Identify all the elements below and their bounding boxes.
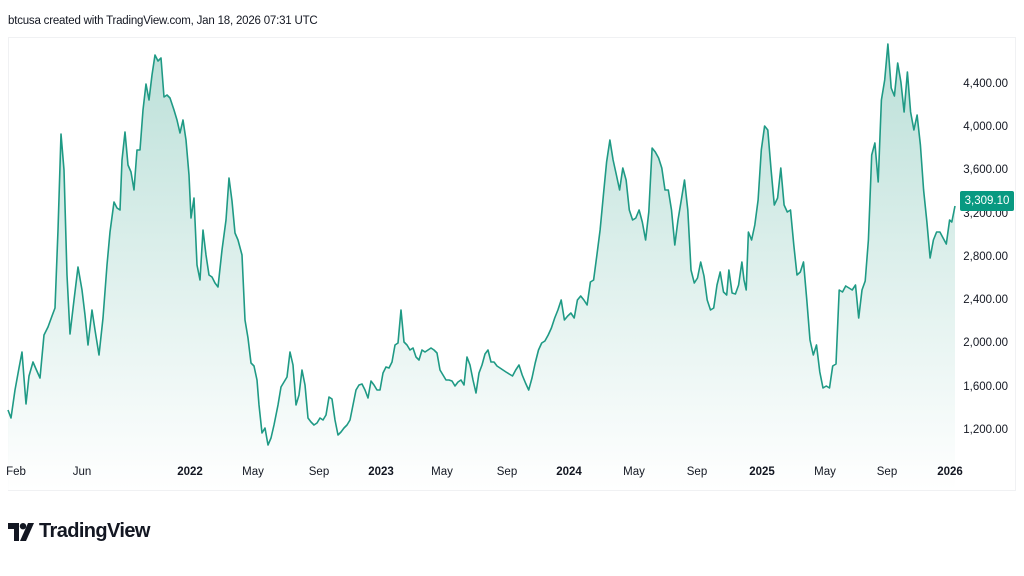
x-tick-sep-2022: Sep bbox=[308, 466, 330, 478]
tradingview-logo[interactable]: TradingView bbox=[8, 520, 150, 543]
y-tick-4400: 4,400.00 bbox=[963, 78, 1008, 90]
x-tick-feb: Feb bbox=[6, 466, 26, 478]
last-price-label: 3,309.10 bbox=[960, 191, 1014, 211]
x-tick-sep-2024: Sep bbox=[686, 466, 708, 478]
tradingview-wordmark: TradingView bbox=[39, 520, 150, 542]
y-tick-1200: 1,200.00 bbox=[963, 424, 1008, 436]
x-tick-2026: 2026 bbox=[937, 466, 963, 478]
price-area-fill bbox=[8, 44, 955, 490]
x-tick-2024: 2024 bbox=[556, 466, 582, 478]
x-tick-may-2024: May bbox=[623, 466, 645, 478]
tradingview-logo-icon bbox=[8, 522, 34, 541]
x-tick-may-2022: May bbox=[242, 466, 264, 478]
y-tick-2800: 2,800.00 bbox=[963, 251, 1008, 263]
y-tick-3200: 3,200.00 bbox=[963, 208, 1008, 220]
y-tick-3600: 3,600.00 bbox=[963, 164, 1008, 176]
y-tick-4000: 4,000.00 bbox=[963, 121, 1008, 133]
x-tick-sep-2023: Sep bbox=[496, 466, 518, 478]
x-tick-sep-2025: Sep bbox=[876, 466, 898, 478]
y-tick-1600: 1,600.00 bbox=[963, 381, 1008, 393]
chart-attribution: btcusa created with TradingView.com, Jan… bbox=[8, 15, 318, 27]
y-tick-2400: 2,400.00 bbox=[963, 294, 1008, 306]
x-tick-2022: 2022 bbox=[177, 466, 203, 478]
x-tick-2023: 2023 bbox=[368, 466, 394, 478]
x-tick-may-2023: May bbox=[431, 466, 453, 478]
y-tick-2000: 2,000.00 bbox=[963, 337, 1008, 349]
x-tick-jun: Jun bbox=[72, 466, 92, 478]
x-tick-may-2025: May bbox=[814, 466, 836, 478]
x-tick-2025: 2025 bbox=[749, 466, 775, 478]
price-line bbox=[7, 43, 956, 446]
